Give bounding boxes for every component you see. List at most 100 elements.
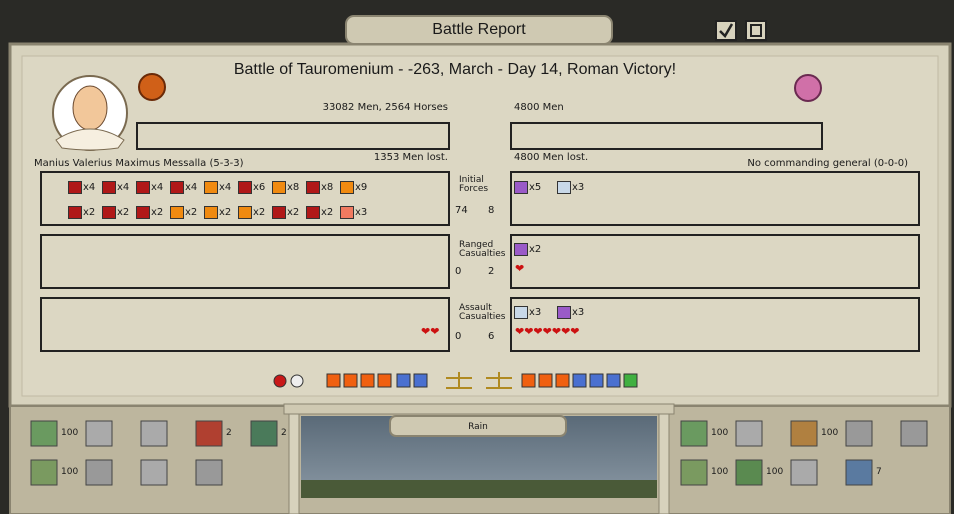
unit: x8 <box>306 181 333 194</box>
unit-icon <box>514 181 528 194</box>
svg-text:❤: ❤ <box>515 262 524 275</box>
unit-count: x3 <box>355 207 368 218</box>
unit-count: x8 <box>321 182 334 193</box>
unit-count: x4 <box>219 182 232 193</box>
unit-icon <box>238 206 252 219</box>
terrain-value: 100 <box>711 467 729 477</box>
unit-count: x2 <box>185 207 198 218</box>
unit-count: x2 <box>321 207 334 218</box>
unit-icon <box>204 181 218 194</box>
attacker-phase-count: 0 <box>455 331 462 342</box>
unit: x2 <box>102 206 129 219</box>
unit-count: x4 <box>83 182 96 193</box>
unit-icon <box>68 206 82 219</box>
unit-count: x4 <box>117 182 130 193</box>
unit-icon <box>514 306 528 319</box>
phase-label: Initial Forces <box>459 175 489 194</box>
attacker-strength: 33082 Men, 2564 Horses <box>322 102 448 113</box>
unit-icon <box>306 206 320 219</box>
unit-icon <box>340 206 354 219</box>
unit-icon <box>514 243 528 256</box>
unit-icon <box>136 206 150 219</box>
unit-count: x2 <box>287 207 300 218</box>
unit-icon <box>272 181 286 194</box>
unit: x6 <box>238 181 265 194</box>
unit-count: x3 <box>572 182 585 193</box>
unit-icon <box>204 206 218 219</box>
battle-title: Battle of Tauromenium - -263, March - Da… <box>233 61 677 78</box>
unit: x2 <box>170 206 197 219</box>
unit-icon <box>136 181 150 194</box>
svg-text:❤❤❤❤❤❤❤: ❤❤❤❤❤❤❤ <box>515 325 580 338</box>
attacker-losses: 1353 Men lost. <box>373 152 448 163</box>
terrain-value: 7 <box>876 467 882 477</box>
unit-count: x2 <box>253 207 266 218</box>
terrain-value: 2 <box>281 428 287 438</box>
unit: x2 <box>238 206 265 219</box>
unit-count: x2 <box>529 244 542 255</box>
unit-count: x2 <box>117 207 130 218</box>
unit: x2 <box>514 243 541 256</box>
unit: x2 <box>136 206 163 219</box>
unit: x4 <box>136 181 163 194</box>
phase-label: Ranged Casualties <box>459 240 506 259</box>
unit: x2 <box>306 206 333 219</box>
terrain-value: 100 <box>61 428 79 438</box>
unit: x4 <box>170 181 197 194</box>
defender-phase-count: 2 <box>488 266 495 277</box>
unit: x3 <box>557 181 584 194</box>
unit: x9 <box>340 181 367 194</box>
defender-phase-count: 6 <box>488 331 495 342</box>
unit: x2 <box>204 206 231 219</box>
unit-icon <box>557 306 571 319</box>
terrain-value: 100 <box>711 428 729 438</box>
unit-count: x5 <box>529 182 542 193</box>
unit: x8 <box>272 181 299 194</box>
unit: x4 <box>68 181 95 194</box>
unit-count: x2 <box>83 207 96 218</box>
defender-losses: 4800 Men lost. <box>514 152 589 163</box>
unit-count: x2 <box>151 207 164 218</box>
unit-icon <box>306 181 320 194</box>
unit-count: x6 <box>253 182 266 193</box>
unit-icon <box>272 206 286 219</box>
unit-count: x9 <box>355 182 368 193</box>
unit-count: x3 <box>529 307 542 318</box>
phase-label: Assault Casualties <box>459 303 506 322</box>
unit-icon <box>340 181 354 194</box>
unit: x5 <box>514 181 541 194</box>
defender-phase-count: 8 <box>488 205 495 216</box>
unit: x2 <box>272 206 299 219</box>
unit: x3 <box>557 306 584 319</box>
unit: x3 <box>340 206 367 219</box>
attacker-phase-count: 74 <box>455 205 468 216</box>
unit-icon <box>68 181 82 194</box>
defender-general: No commanding general (0-0-0) <box>747 158 908 169</box>
unit: x4 <box>102 181 129 194</box>
unit-icon <box>102 206 116 219</box>
unit-icon <box>557 181 571 194</box>
terrain-value: 100 <box>821 428 839 438</box>
svg-text:❤❤: ❤❤ <box>421 325 439 338</box>
unit-count: x2 <box>219 207 232 218</box>
unit-count: x3 <box>572 307 585 318</box>
terrain-value: 100 <box>766 467 784 477</box>
defender-strength: 4800 Men <box>514 102 564 113</box>
weather: Rain <box>468 422 488 432</box>
attacker-phase-count: 0 <box>455 266 462 277</box>
unit: x2 <box>68 206 95 219</box>
unit-icon <box>102 181 116 194</box>
unit-count: x4 <box>185 182 198 193</box>
terrain-value: 100 <box>61 467 79 477</box>
window-title: Battle Report <box>432 21 526 38</box>
attacker-general: Manius Valerius Maximus Messalla (5-3-3) <box>34 158 244 169</box>
terrain-value: 2 <box>226 428 232 438</box>
unit-icon <box>238 181 252 194</box>
unit: x3 <box>514 306 541 319</box>
unit-count: x8 <box>287 182 300 193</box>
unit: x4 <box>204 181 231 194</box>
unit-icon <box>170 206 184 219</box>
unit-count: x4 <box>151 182 164 193</box>
